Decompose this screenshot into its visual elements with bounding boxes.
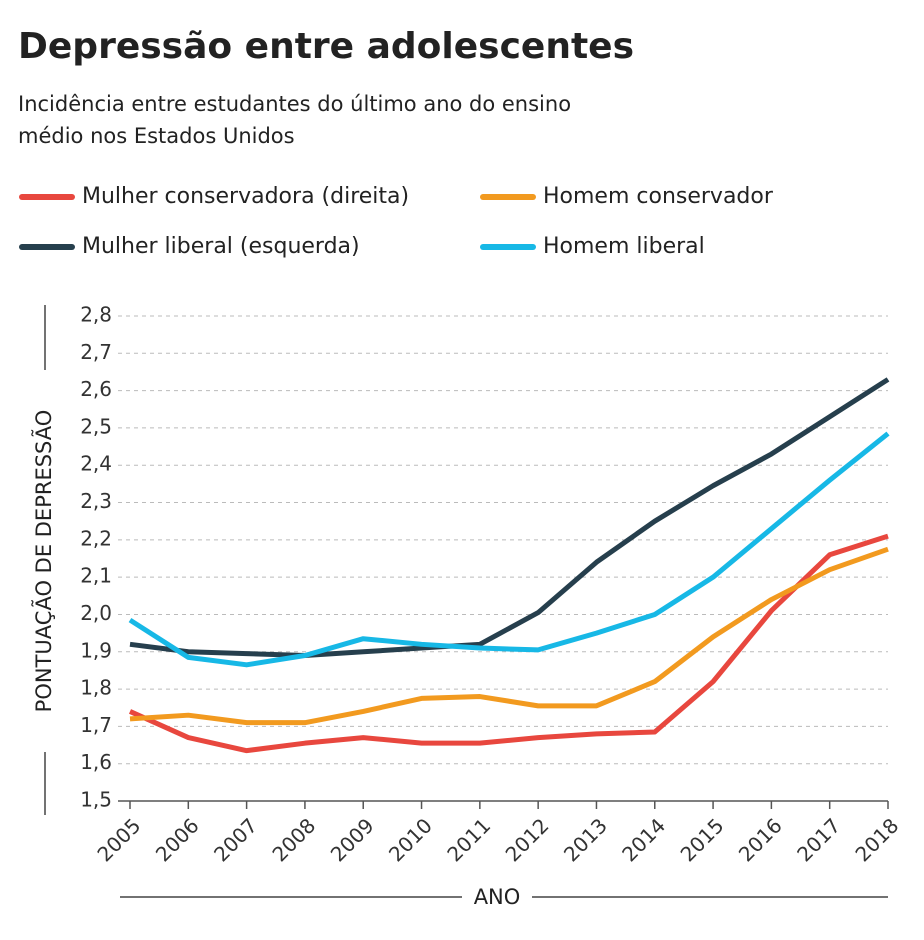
chart-subtitle: médio nos Estados Unidos (18, 124, 295, 148)
legend-label: Mulher liberal (esquerda) (82, 234, 360, 259)
series-line (129, 546, 889, 726)
x-tick-label: 2013 (559, 813, 612, 866)
x-tick-label: 2014 (617, 813, 670, 866)
y-tick-label: 2,7 (80, 340, 112, 364)
x-tick-label: 2012 (501, 813, 554, 866)
y-axis-title: PONTUAÇÃO DE DEPRESSÃO (30, 410, 56, 713)
x-tick-label: 2006 (151, 813, 204, 866)
legend-label: Mulher conservadora (direita) (82, 184, 409, 209)
x-tick-label: 2018 (850, 813, 903, 866)
y-tick-label: 2,2 (80, 526, 112, 550)
series-line (128, 533, 889, 754)
series-line (129, 377, 890, 658)
y-tick-label: 2,4 (80, 452, 112, 476)
chart-subtitle: Incidência entre estudantes do último an… (18, 92, 571, 116)
y-tick-label: 2,1 (80, 564, 112, 588)
y-tick-label: 2,0 (80, 601, 112, 625)
x-tick-label: 2015 (676, 813, 729, 866)
chart-title: Depressão entre adolescentes (18, 26, 634, 67)
series-line (128, 431, 890, 668)
x-tick-label: 2009 (326, 813, 379, 866)
y-tick-label: 2,3 (80, 489, 112, 513)
legend-label: Homem conservador (543, 184, 774, 209)
x-tick-label: 2010 (384, 813, 437, 866)
legend-label: Homem liberal (543, 234, 705, 259)
y-tick-label: 1,6 (80, 750, 112, 774)
x-tick-label: 2007 (209, 813, 262, 866)
y-tick-label: 2,5 (80, 414, 112, 438)
x-tick-label: 2017 (792, 813, 845, 866)
x-axis-title: ANO (474, 885, 521, 909)
x-tick-label: 2008 (267, 813, 320, 866)
x-tick-label: 2011 (442, 813, 495, 866)
y-tick-label: 1,9 (80, 638, 112, 662)
y-tick-label: 2,8 (80, 303, 112, 327)
x-tick-label: 2016 (734, 813, 787, 866)
y-tick-label: 1,7 (80, 713, 112, 737)
x-tick-label: 2005 (92, 813, 145, 866)
y-tick-label: 1,8 (80, 676, 112, 700)
y-tick-label: 1,5 (80, 788, 112, 812)
y-tick-label: 2,6 (80, 377, 112, 401)
